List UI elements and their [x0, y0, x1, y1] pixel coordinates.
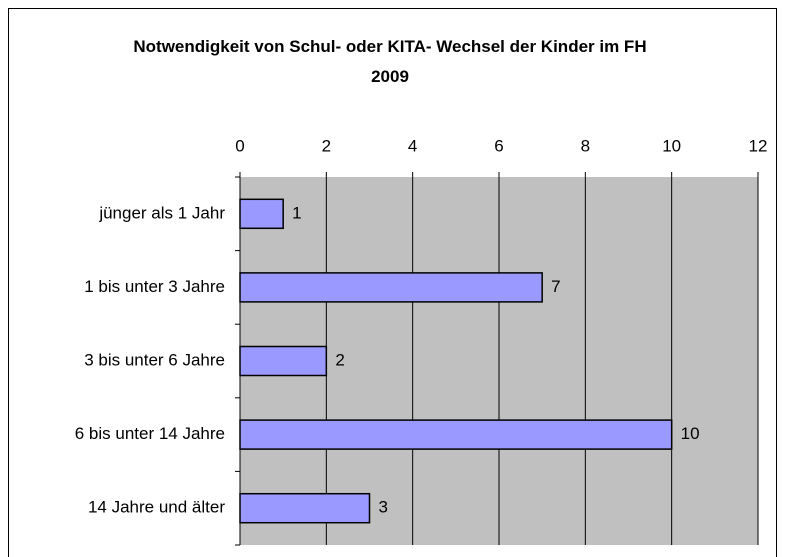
- bar: [239, 198, 284, 230]
- chart-title: Notwendigkeit von Schul- oder KITA- Wech…: [133, 37, 647, 86]
- x-tick-label: 8: [581, 136, 590, 155]
- y-tick-label: 6 bis unter 14 Jahre: [75, 424, 225, 443]
- x-tick-label: 6: [494, 136, 503, 155]
- bar: [239, 272, 543, 303]
- data-label: 3: [379, 498, 388, 517]
- data-label: 10: [681, 424, 700, 443]
- x-tick-label: 4: [408, 136, 417, 155]
- x-tick-label: 2: [322, 136, 331, 155]
- bar: [239, 492, 371, 524]
- bar: [239, 345, 328, 377]
- y-tick-label: 14 Jahre und älter: [88, 498, 225, 517]
- data-label: 1: [292, 203, 301, 222]
- x-tick-label: 0: [235, 136, 244, 155]
- x-tick-label: 10: [662, 136, 681, 155]
- y-tick-label: jünger als 1 Jahr: [98, 203, 225, 222]
- data-label: 7: [551, 277, 560, 296]
- y-tick-label: 3 bis unter 6 Jahre: [84, 350, 225, 369]
- y-tick-label: 1 bis unter 3 Jahre: [84, 277, 225, 296]
- bar: [239, 419, 673, 450]
- x-tick-label: 12: [749, 136, 768, 155]
- data-label: 2: [335, 350, 344, 369]
